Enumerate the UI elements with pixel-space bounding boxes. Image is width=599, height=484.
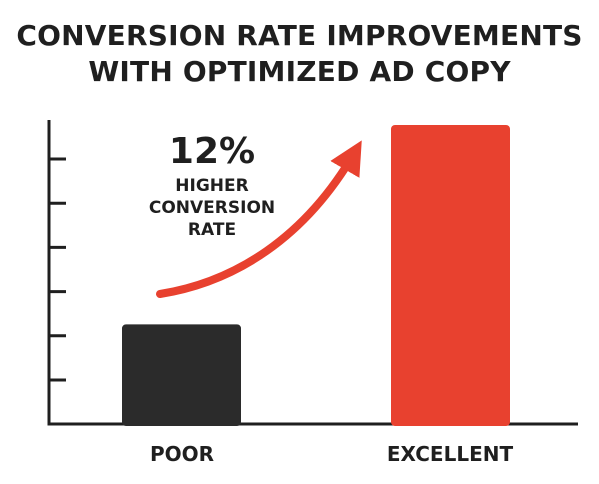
chart-title-line-1: CONVERSION RATE IMPROVEMENTS xyxy=(16,19,583,52)
y-axis-ticks xyxy=(49,157,66,382)
annotation-line-2: CONVERSION xyxy=(149,198,275,218)
annotation-line-3: RATE xyxy=(188,220,236,240)
chart-title: CONVERSION RATE IMPROVEMENTS WITH OPTIMI… xyxy=(0,18,599,90)
annotation-line-1: HIGHER xyxy=(175,176,248,196)
category-label-poor: POOR xyxy=(150,442,214,466)
bar-excellent xyxy=(391,125,510,426)
bar-poor xyxy=(122,324,241,426)
category-label-excellent: EXCELLENT xyxy=(387,442,514,466)
chart-title-line-2: WITH OPTIMIZED AD COPY xyxy=(88,55,511,88)
annotation-value: 12% xyxy=(169,131,255,172)
growth-arrow xyxy=(156,140,362,298)
